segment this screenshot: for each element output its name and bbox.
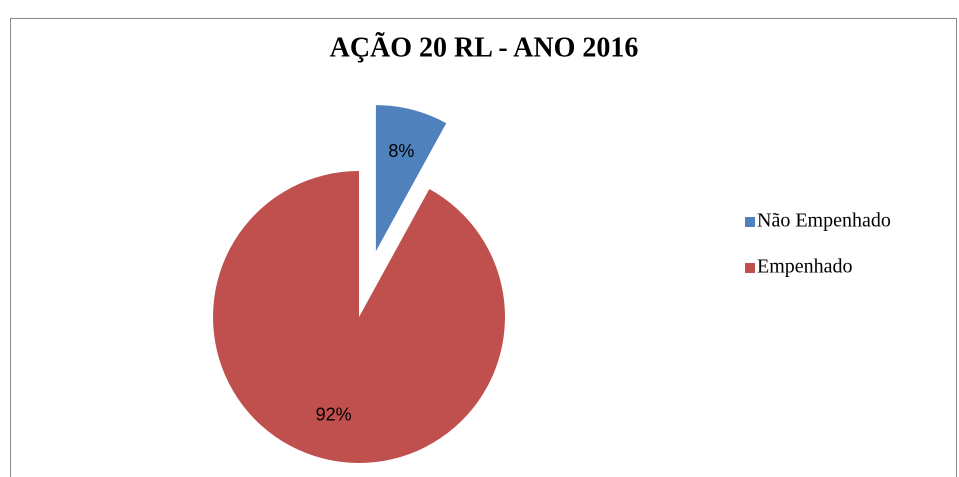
data-label: 8% bbox=[388, 141, 414, 161]
legend-swatch bbox=[745, 263, 755, 273]
chart-title: AÇÃO 20 RL - ANO 2016 bbox=[330, 32, 639, 63]
data-label: 92% bbox=[316, 405, 352, 425]
pie-slice bbox=[375, 105, 447, 252]
legend-label: Não Empenhado bbox=[757, 210, 891, 232]
pie-slice bbox=[212, 171, 505, 463]
legend-swatch bbox=[745, 217, 755, 227]
legend-label: Empenhado bbox=[757, 256, 853, 278]
